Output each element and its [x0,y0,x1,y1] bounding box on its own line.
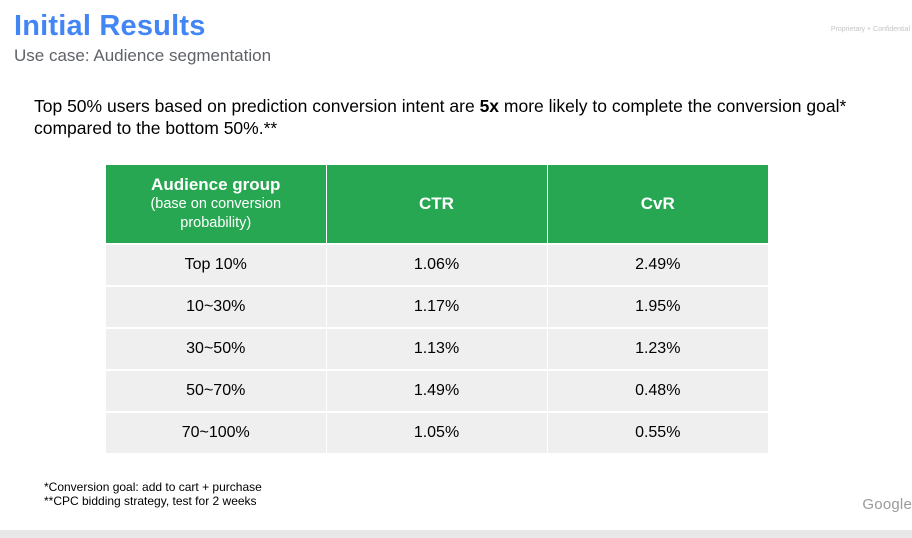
table-row: 50~70% 1.49% 0.48% [106,369,768,412]
summary-highlight: 5x [479,96,500,116]
footnote-1: *Conversion goal: add to cart + purchase [44,480,262,494]
results-table: Audience group (base on conversion proba… [106,165,768,453]
table-row: 70~100% 1.05% 0.55% [106,411,768,453]
confidential-label: Proprietary + Confidential [830,26,910,33]
header-cvr: CvR [546,165,768,244]
cell-ctr: 1.06% [325,243,547,286]
header-audience-group: Audience group (base on conversion proba… [106,165,326,244]
cell-cvr: 2.49% [546,243,768,286]
cell-cvr: 0.48% [546,369,768,412]
bottom-bar [0,530,912,538]
cell-group: 50~70% [106,369,326,412]
slide-subtitle: Use case: Audience segmentation [14,46,272,65]
table-row: 30~50% 1.13% 1.23% [106,327,768,370]
table-row: 10~30% 1.17% 1.95% [106,285,768,328]
cell-group: 70~100% [106,411,326,453]
cell-cvr: 1.95% [546,285,768,328]
header-audience-group-sub1: (base on conversion [150,196,282,212]
header-audience-group-sub2: probability) [180,215,252,231]
slide-title: Initial Results [14,10,206,42]
cell-group: Top 10% [106,243,326,286]
header-cvr-label: CvR [640,194,675,213]
table-header-row: Audience group (base on conversion proba… [106,165,768,244]
cell-group: 10~30% [106,285,326,328]
footnotes: *Conversion goal: add to cart + purchase… [44,480,262,508]
cell-cvr: 0.55% [546,411,768,453]
table-row: Top 10% 1.06% 2.49% [106,243,768,286]
header-ctr: CTR [325,165,547,244]
header-audience-group-title: Audience group [151,175,281,194]
summary-part-2: more likely to complete the conversion g… [34,96,847,138]
cell-ctr: 1.17% [325,285,547,328]
cell-cvr: 1.23% [546,327,768,370]
cell-ctr: 1.13% [325,327,547,370]
cell-ctr: 1.49% [325,369,547,412]
header-ctr-label: CTR [419,194,454,213]
summary-part-1: Top 50% users based on prediction conver… [34,96,480,116]
google-logo: Google [862,496,912,513]
summary-text: Top 50% users based on prediction conver… [34,95,874,139]
cell-group: 30~50% [106,327,326,370]
footnote-2: **CPC bidding strategy, test for 2 weeks [44,494,257,508]
cell-ctr: 1.05% [325,411,547,453]
